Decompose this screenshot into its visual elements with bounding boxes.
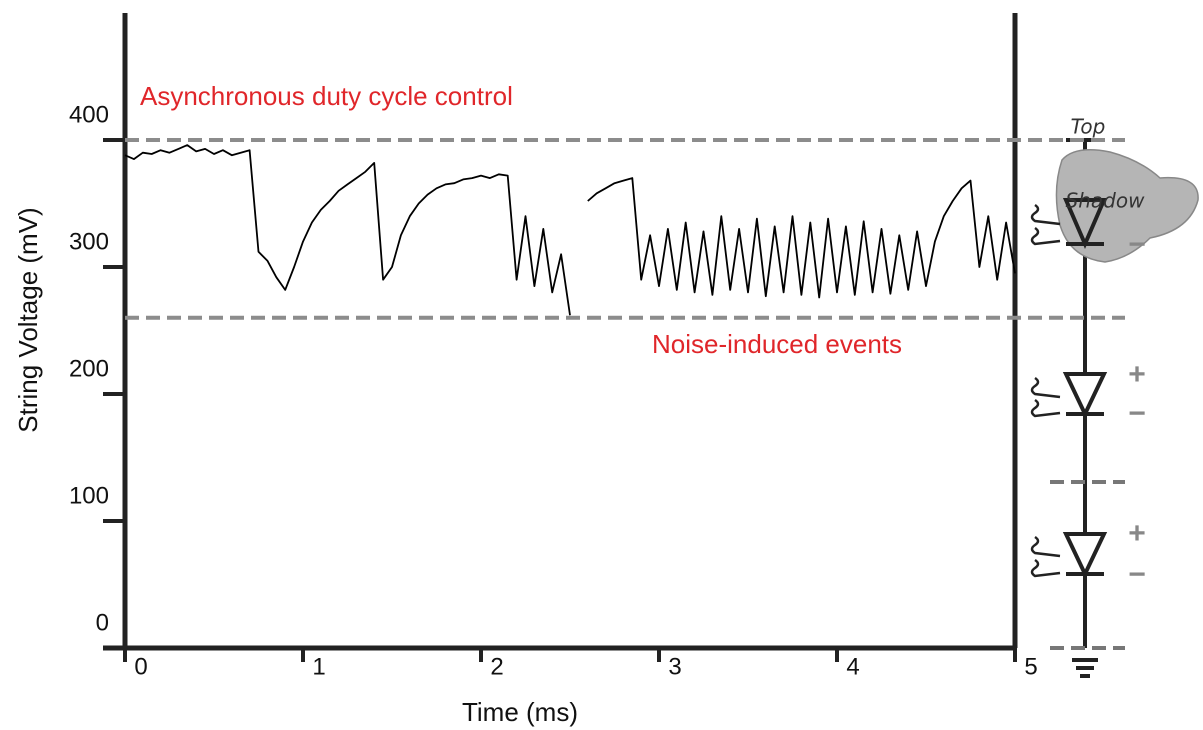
diode [1062, 532, 1108, 579]
ground [1072, 658, 1098, 678]
diode [1062, 372, 1108, 419]
x-tick-label: 5 [1024, 653, 1037, 680]
minus-sign: − [1128, 228, 1146, 261]
y-tick-label: 100 [69, 482, 109, 509]
top-label: Top [1071, 115, 1106, 139]
string-diagram [1030, 138, 1199, 678]
x-tick-label: 1 [312, 653, 325, 680]
diode [1062, 198, 1108, 250]
y-tick-label: 300 [69, 228, 109, 255]
separator [1050, 480, 1125, 650]
annotation: Noise-induced events [652, 329, 902, 359]
y-tick-label: 0 [96, 609, 109, 636]
annotation: Asynchronous duty cycle control [140, 81, 513, 111]
trace [124, 144, 1016, 316]
minus-sign: − [1128, 558, 1146, 591]
shadow-label: Shadow [1066, 189, 1146, 213]
shadow-blob [1055, 149, 1199, 263]
y-axis-title: String Voltage (mV) [13, 207, 43, 432]
y-tick-label: 200 [69, 355, 109, 382]
x-tick-label: 2 [490, 653, 503, 680]
light-arrows [1030, 203, 1061, 578]
minus-sign: − [1128, 397, 1146, 430]
x-tick-label: 3 [668, 653, 681, 680]
x-tick-label: 0 [134, 653, 147, 680]
y-tick-label: 400 [69, 101, 109, 128]
plus-sign: + [1128, 517, 1146, 550]
x-axis-title: Time (ms) [462, 697, 578, 727]
x-tick-label: 4 [846, 653, 859, 680]
plus-sign: + [1128, 358, 1146, 391]
